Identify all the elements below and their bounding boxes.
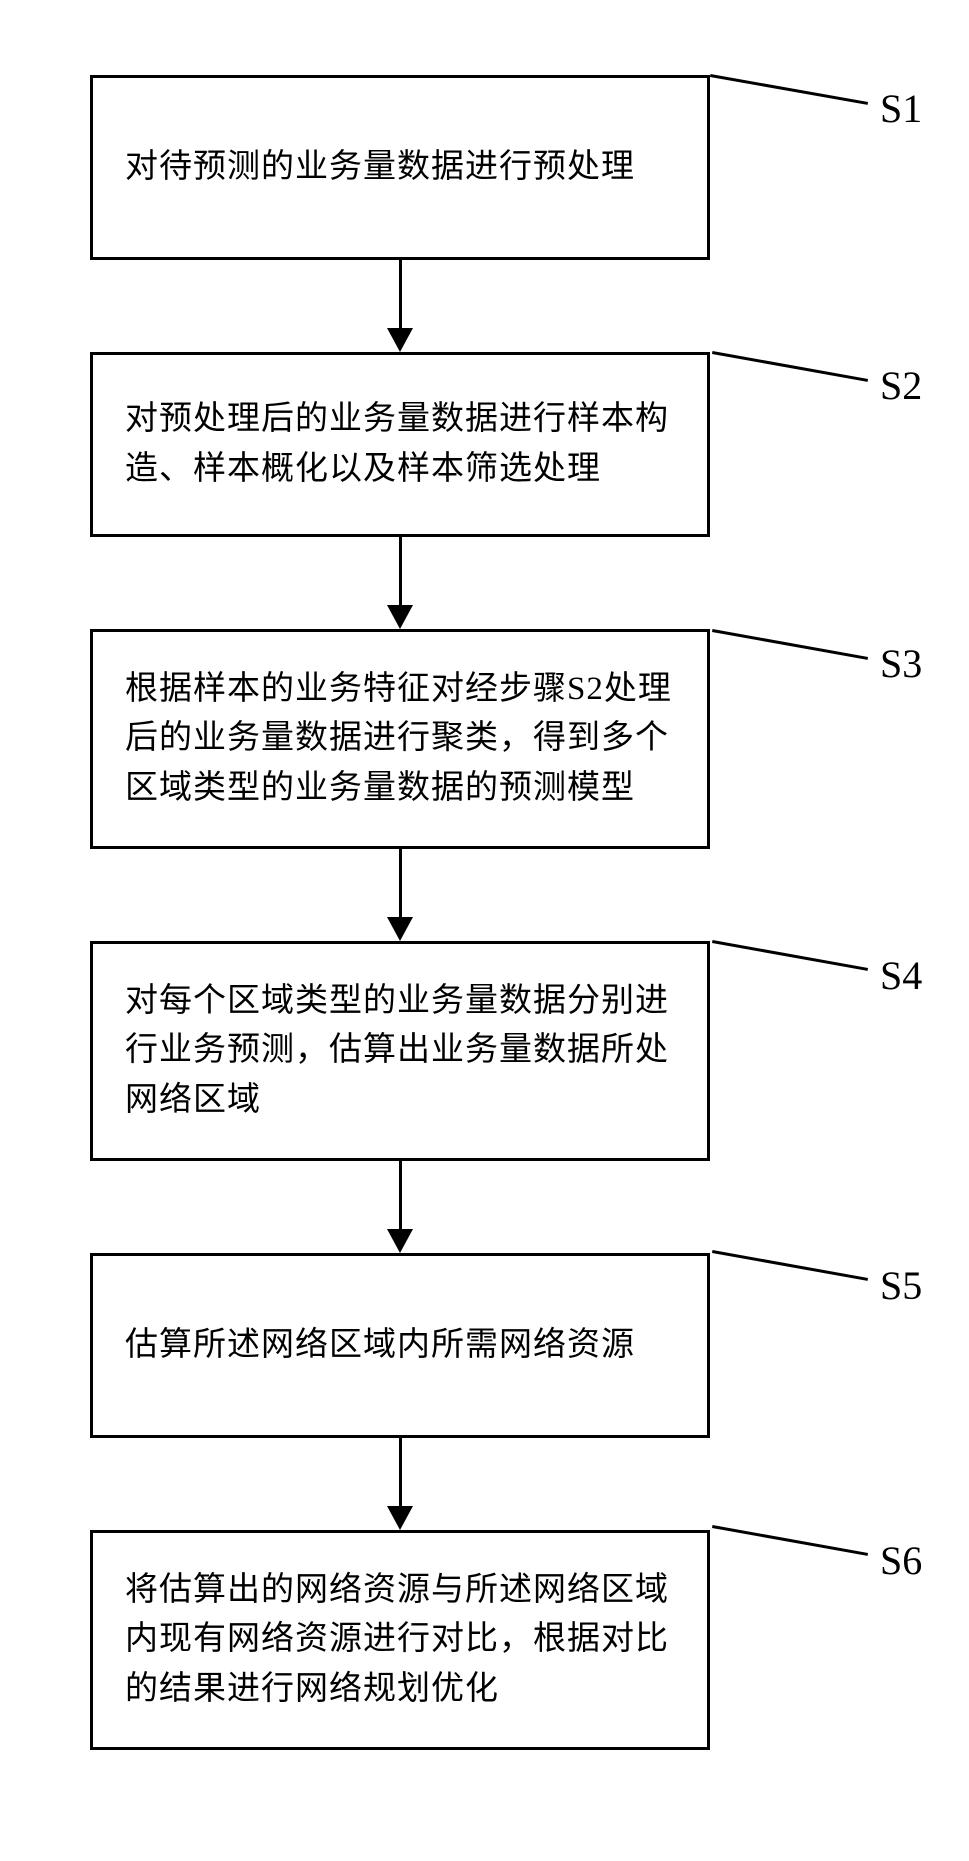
flowchart-container: 对待预测的业务量数据进行预处理 对预处理后的业务量数据进行样本构造、样本概化以及… (0, 75, 969, 1750)
arrow-line-icon (399, 1161, 402, 1233)
step-text-s2: 对预处理后的业务量数据进行样本构造、样本概化以及样本筛选处理 (125, 395, 675, 494)
arrow-s4-s5 (90, 1161, 710, 1253)
arrow-line-icon (399, 260, 402, 332)
arrow-s1-s2 (90, 260, 710, 352)
step-text-s4: 对每个区域类型的业务量数据分别进行业务预测，估算出业务量数据所处网络区域 (125, 977, 675, 1126)
arrow-head-icon (387, 328, 413, 352)
step-label-s4: S4 (880, 952, 922, 999)
step-box-s1: 对待预测的业务量数据进行预处理 (90, 75, 710, 260)
step-box-s5: 估算所述网络区域内所需网络资源 (90, 1253, 710, 1438)
arrow-line-icon (399, 1438, 402, 1510)
step-label-s6: S6 (880, 1537, 922, 1584)
step-label-s2: S2 (880, 362, 922, 409)
arrow-s2-s3 (90, 537, 710, 629)
arrow-head-icon (387, 1229, 413, 1253)
step-box-s2: 对预处理后的业务量数据进行样本构造、样本概化以及样本筛选处理 (90, 352, 710, 537)
arrow-head-icon (387, 605, 413, 629)
step-label-s5: S5 (880, 1262, 922, 1309)
step-text-s1: 对待预测的业务量数据进行预处理 (125, 143, 635, 193)
step-text-s5: 估算所述网络区域内所需网络资源 (125, 1321, 635, 1371)
step-box-s3: 根据样本的业务特征对经步骤S2处理后的业务量数据进行聚类，得到多个区域类型的业务… (90, 629, 710, 849)
step-label-s1: S1 (880, 85, 922, 132)
arrow-s3-s4 (90, 849, 710, 941)
arrow-s5-s6 (90, 1438, 710, 1530)
step-box-s4: 对每个区域类型的业务量数据分别进行业务预测，估算出业务量数据所处网络区域 (90, 941, 710, 1161)
step-text-s3: 根据样本的业务特征对经步骤S2处理后的业务量数据进行聚类，得到多个区域类型的业务… (125, 665, 675, 814)
arrow-head-icon (387, 1506, 413, 1530)
step-box-s6: 将估算出的网络资源与所述网络区域内现有网络资源进行对比，根据对比的结果进行网络规… (90, 1530, 710, 1750)
arrow-head-icon (387, 917, 413, 941)
arrow-line-icon (399, 537, 402, 609)
step-text-s6: 将估算出的网络资源与所述网络区域内现有网络资源进行对比，根据对比的结果进行网络规… (125, 1566, 675, 1715)
step-label-s3: S3 (880, 640, 922, 687)
arrow-line-icon (399, 849, 402, 921)
